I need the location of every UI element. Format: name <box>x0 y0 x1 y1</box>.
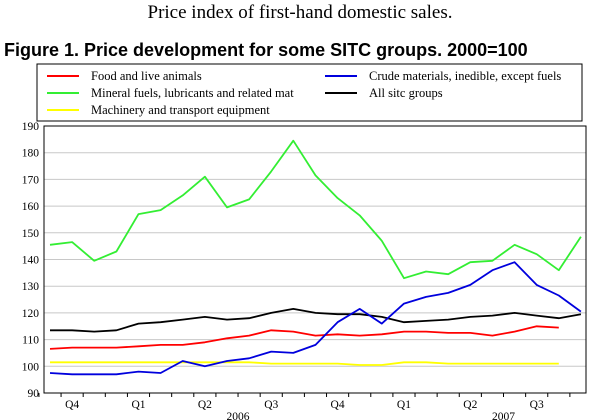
y-tick-label: 120 <box>22 308 40 320</box>
legend-label-mineral: Mineral fuels, lubricants and related ma… <box>91 86 294 100</box>
axes: 90 100 110 120 130 140 150 160 170 180 190 Q4 Q1 Q2 Q3… <box>22 121 587 420</box>
y-tick-label: 150 <box>22 228 40 240</box>
chart-title: Figure 1. Price development for some SIT… <box>4 40 528 60</box>
series-lines <box>49 139 582 376</box>
y-tick-label: 100 <box>22 361 40 373</box>
series-line-3 <box>49 261 582 376</box>
legend-label-machinery: Machinery and transport equipment <box>91 103 270 117</box>
x-quarter-label: Q4 <box>331 399 345 411</box>
legend-label-crude: Crude materials, inedible, except fuels <box>369 69 561 83</box>
legend-box <box>36 63 583 122</box>
y-tick-label: 190 <box>22 121 40 133</box>
x-quarter-label: Q1 <box>397 399 411 411</box>
chart-supertitle: Price index of first-hand domestic sales… <box>147 2 453 23</box>
y-tick-label: 110 <box>22 335 39 347</box>
x-quarter-label: Q3 <box>530 399 544 411</box>
x-quarter-label: Q2 <box>198 399 212 411</box>
y-tick-label: 180 <box>22 148 40 160</box>
legend-label-food: Food and live animals <box>91 69 202 83</box>
series-line-4 <box>50 307 582 333</box>
y-tick-label: 170 <box>22 174 40 186</box>
legend-label-all: All sitc groups <box>369 86 443 100</box>
x-quarter-label: Q4 <box>65 399 79 411</box>
y-tick-label: 130 <box>22 281 40 293</box>
x-quarter-label: Q3 <box>264 399 278 411</box>
x-quarter-label: Q1 <box>131 399 145 411</box>
series-line-2 <box>50 361 559 366</box>
plot-frame <box>43 125 587 394</box>
series-line-0 <box>49 325 559 350</box>
y-tick-label: 140 <box>22 255 40 267</box>
legend: Food and live animals Mineral fuels, lub… <box>36 63 583 122</box>
series-line-1 <box>49 139 582 280</box>
x-quarter-label: Q2 <box>463 399 477 411</box>
y-tick-label: 90 <box>28 388 40 400</box>
x-year-label: 2006 <box>227 411 250 420</box>
grid <box>44 125 586 394</box>
x-year-label: 2007 <box>492 411 515 420</box>
y-tick-label: 160 <box>22 201 40 213</box>
